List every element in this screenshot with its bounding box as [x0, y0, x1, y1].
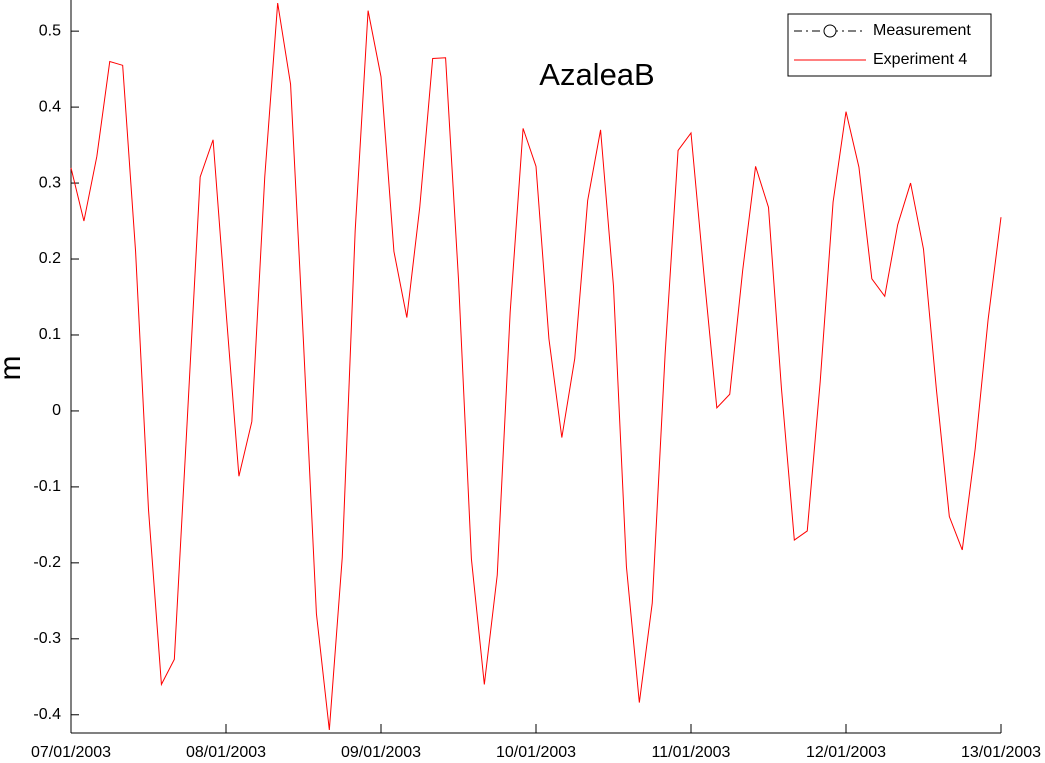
legend-box [787, 13, 992, 77]
y-tick-label: 0 [52, 402, 61, 419]
x-tick-label: 13/01/2003 [961, 744, 1041, 761]
x-tick-label: 07/01/2003 [31, 744, 111, 761]
y-tick-label: -0.4 [33, 706, 61, 723]
legend-marker [823, 24, 837, 38]
y-tick-label: 0.5 [39, 22, 61, 39]
x-tick-label: 11/01/2003 [652, 744, 731, 761]
y-tick-label: -0.3 [33, 630, 61, 647]
y-tick-label: -0.2 [33, 554, 61, 571]
y-tick-label: 0.3 [39, 174, 61, 191]
chart-title: AzaleaB [539, 57, 654, 92]
legend-label: Experiment 4 [873, 51, 967, 68]
data-line [70, 2, 1002, 731]
y-tick-label: -0.1 [33, 478, 61, 495]
x-tick-label: 09/01/2003 [341, 744, 421, 761]
y-tick-label: 0.2 [39, 250, 61, 267]
x-tick-label: 08/01/2003 [186, 744, 266, 761]
y-axis-label: m [0, 356, 27, 381]
y-tick-label: 0.1 [39, 326, 61, 343]
y-tick-label: 0.4 [39, 98, 61, 115]
x-tick-label: 10/01/2003 [496, 744, 576, 761]
legend-label: Measurement [873, 22, 971, 39]
legend: Measurement Experiment 4 [787, 13, 992, 77]
x-tick-label: 12/01/2003 [806, 744, 886, 761]
